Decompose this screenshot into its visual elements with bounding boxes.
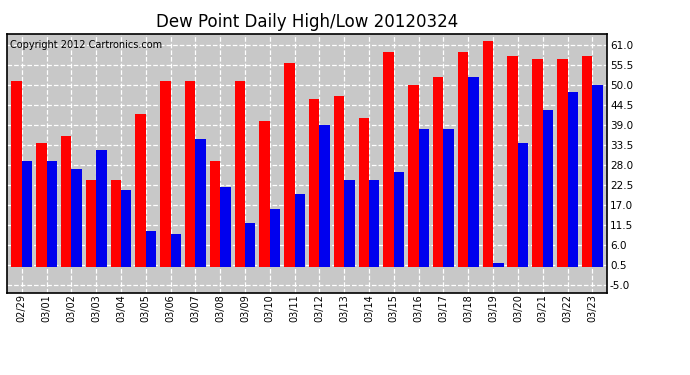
Bar [493, 263, 504, 267]
Bar [567, 92, 578, 267]
Bar [582, 56, 592, 267]
Bar [259, 121, 270, 267]
Bar [532, 59, 543, 267]
Bar [408, 85, 419, 267]
Bar [309, 99, 319, 267]
Bar [483, 41, 493, 267]
Bar [86, 180, 96, 267]
Bar [384, 52, 394, 267]
Bar [135, 114, 146, 267]
Bar [22, 161, 32, 267]
Bar [369, 180, 380, 267]
Bar [419, 129, 429, 267]
Bar [146, 231, 156, 267]
Bar [284, 63, 295, 267]
Bar [433, 78, 444, 267]
Bar [71, 169, 82, 267]
Text: Copyright 2012 Cartronics.com: Copyright 2012 Cartronics.com [10, 40, 162, 50]
Bar [518, 143, 529, 267]
Bar [557, 59, 567, 267]
Bar [319, 125, 330, 267]
Bar [11, 81, 22, 267]
Bar [444, 129, 454, 267]
Bar [270, 209, 280, 267]
Bar [469, 78, 479, 267]
Bar [334, 96, 344, 267]
Bar [185, 81, 195, 267]
Bar [235, 81, 245, 267]
Bar [220, 187, 230, 267]
Bar [210, 161, 220, 267]
Bar [47, 161, 57, 267]
Bar [592, 85, 603, 267]
Bar [170, 234, 181, 267]
Title: Dew Point Daily High/Low 20120324: Dew Point Daily High/Low 20120324 [156, 13, 458, 31]
Bar [110, 180, 121, 267]
Bar [160, 81, 170, 267]
Bar [295, 194, 305, 267]
Bar [344, 180, 355, 267]
Bar [121, 190, 131, 267]
Bar [507, 56, 518, 267]
Bar [61, 136, 71, 267]
Bar [543, 110, 553, 267]
Bar [195, 140, 206, 267]
Bar [458, 52, 469, 267]
Bar [359, 118, 369, 267]
Bar [394, 172, 404, 267]
Bar [36, 143, 47, 267]
Bar [245, 223, 255, 267]
Bar [96, 150, 107, 267]
